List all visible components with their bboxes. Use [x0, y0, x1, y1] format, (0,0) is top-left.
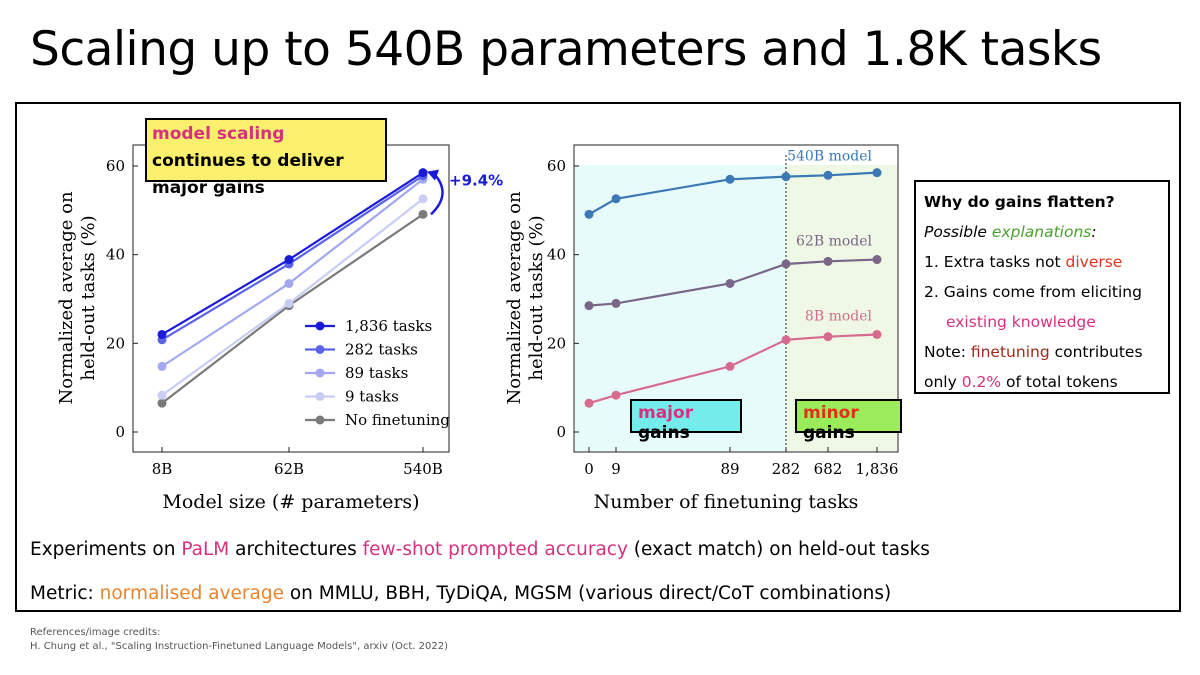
chart2-point — [781, 335, 791, 345]
chart1-xtick-label: 8B — [152, 460, 173, 478]
gain-label: +9.4% — [449, 172, 503, 190]
why-item-2-cont: existing knowledge — [946, 313, 1096, 331]
chart1-point — [418, 209, 428, 219]
chart1-point — [284, 278, 294, 288]
chart1-ytick-label: 40 — [106, 246, 125, 264]
why-heading: Why do gains flatten? — [924, 193, 1115, 211]
chart1-legend-label: 89 tasks — [345, 364, 408, 382]
gain-arrow — [430, 171, 444, 216]
chart2-ylabel: Normalized average on held-out tasks (%) — [504, 191, 547, 405]
chart1-legend-label: 1,836 tasks — [345, 317, 432, 335]
chart2-point — [611, 390, 621, 400]
chart2-series-label: 8B model — [805, 308, 873, 324]
chart1-legend-marker — [315, 368, 325, 378]
chart1-point — [157, 398, 167, 408]
chart1-legend-marker — [315, 321, 325, 331]
chart2-point — [872, 168, 882, 178]
chart1-point — [418, 168, 428, 178]
chart2-point — [725, 174, 735, 184]
model-scaling-callout: model scaling continues to deliver major… — [145, 118, 387, 198]
why-note-cont: only 0.2% of total tokens — [924, 373, 1118, 391]
chart1-point — [284, 255, 294, 265]
chart2-point — [823, 332, 833, 342]
chart1-legend-label: 9 tasks — [345, 388, 399, 406]
chart1-ylabel-line1: Normalized average on — [56, 191, 77, 405]
chart1-ytick-label: 20 — [106, 334, 125, 352]
chart2-point — [584, 398, 594, 408]
chart2-ylabel-line1: Normalized average on — [504, 191, 525, 405]
chart1-legend-label: No finetuning — [345, 411, 450, 429]
chart2-point — [725, 361, 735, 371]
why-possible: Possible explanations: — [924, 223, 1097, 241]
chart2-point — [611, 194, 621, 204]
chart2-point — [725, 278, 735, 288]
chart2-ytick-label: 0 — [556, 423, 566, 441]
chart2-xtick-label: 282 — [772, 460, 801, 478]
chart1-legend-marker — [315, 415, 325, 425]
chart2-xtick-label: 9 — [611, 460, 621, 478]
chart2-point — [584, 209, 594, 219]
chart2-xtick-label: 89 — [720, 460, 739, 478]
chart1-xtick-label: 540B — [403, 460, 443, 478]
chart1-xlabel: Model size (# parameters) — [162, 491, 419, 513]
chart1-legend-marker — [315, 345, 325, 354]
gain-arrowhead — [427, 169, 439, 181]
chart2-point — [781, 259, 791, 269]
chart2-series-label: 62B model — [796, 234, 873, 250]
chart1-legend-label: 282 tasks — [345, 341, 418, 359]
chart1-point — [157, 329, 167, 339]
chart2-point — [781, 172, 791, 182]
chart2-point — [823, 170, 833, 180]
chart2-xlabel: Number of finetuning tasks — [594, 491, 859, 513]
content-frame — [15, 102, 1181, 612]
chart1-ylabel: Normalized average on held-out tasks (%) — [56, 191, 99, 405]
chart2-xtick-label: 682 — [814, 460, 843, 478]
chart2-frame — [573, 144, 899, 453]
chart2-ytick-label: 40 — [547, 246, 566, 264]
chart1-point — [284, 298, 294, 308]
major-gains-label: major gains — [630, 399, 742, 443]
callout-rest: continues to deliver major gains — [152, 151, 344, 198]
chart2-point — [611, 298, 621, 308]
references: References/image credits: H. Chung et al… — [30, 627, 448, 652]
chart1-legend-marker — [315, 392, 325, 401]
chart1-series-line — [161, 178, 424, 368]
slide-title: Scaling up to 540B parameters and 1.8K t… — [30, 22, 1102, 77]
experiments-line: Experiments on PaLM architectures few-sh… — [30, 539, 930, 560]
why-item-1: 1. Extra tasks not diverse — [924, 253, 1123, 271]
callout-highlight: model scaling — [152, 124, 285, 144]
chart2-point — [584, 301, 594, 311]
why-item-2: 2. Gains come from eliciting — [924, 283, 1142, 301]
chart1-ytick-label: 0 — [115, 423, 125, 441]
why-gains-flatten-box: Why do gains flatten? Possible explanati… — [914, 180, 1170, 394]
chart2-series-line — [588, 333, 878, 405]
chart1-point — [418, 194, 428, 204]
chart2-point — [872, 329, 882, 339]
chart2-ytick-label: 60 — [547, 157, 566, 175]
metric-line: Metric: normalised average on MMLU, BBH,… — [30, 583, 892, 604]
chart2-ytick-label: 20 — [547, 334, 566, 352]
chart2-series-label: 540B model — [787, 149, 872, 165]
chart2-point — [872, 255, 882, 265]
chart2-xtick-label: 1,836 — [856, 460, 899, 478]
chart2-ylabel-line2: held-out tasks (%) — [526, 215, 547, 380]
chart1-ytick-label: 60 — [106, 157, 125, 175]
chart1-point — [157, 390, 167, 400]
chart2-xtick-label: 0 — [584, 460, 594, 478]
minor-gains-label: minor gains — [795, 399, 902, 443]
chart2-series-line — [588, 171, 878, 216]
chart2-series-line — [588, 258, 878, 307]
why-note: Note: finetuning contributes — [924, 343, 1143, 361]
chart1-point — [157, 361, 167, 371]
chart1-ylabel-line2: held-out tasks (%) — [78, 215, 99, 380]
chart1-xtick-label: 62B — [274, 460, 304, 478]
chart2-point — [823, 256, 833, 266]
